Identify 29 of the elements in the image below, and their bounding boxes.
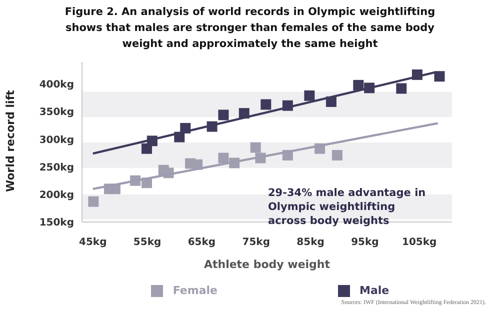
point bbox=[304, 90, 315, 101]
y-tick-label: 300kg bbox=[39, 134, 74, 146]
point bbox=[353, 80, 364, 90]
y-tick-label: 250kg bbox=[39, 162, 74, 174]
annotation: 29-34% male advantage in Olympic weightlifting across body weights bbox=[268, 186, 427, 228]
point bbox=[332, 150, 342, 160]
y-tick-label: 150kg bbox=[39, 218, 74, 229]
point bbox=[396, 83, 407, 94]
x-tick-label: 75kg bbox=[242, 237, 270, 248]
legend-label: Male bbox=[360, 284, 390, 297]
point bbox=[260, 99, 272, 110]
y-tick-label: 400kg bbox=[39, 80, 74, 91]
legend-label: Female bbox=[172, 284, 218, 297]
x-tick-label: 65kg bbox=[188, 237, 216, 248]
x-tick-label: 105kg bbox=[402, 237, 437, 248]
x-axis-title: Athlete body weight bbox=[204, 258, 330, 271]
x-tick-label: 95kg bbox=[351, 237, 379, 248]
x-tick-label: 55kg bbox=[133, 237, 162, 248]
y-tick-label: 200kg bbox=[39, 190, 74, 201]
x-tick-label: 45kg bbox=[79, 237, 107, 248]
point bbox=[218, 152, 229, 164]
x-tick-label: 85kg bbox=[296, 237, 324, 248]
point bbox=[250, 142, 261, 153]
y-axis-title: World record lift bbox=[4, 90, 17, 192]
point bbox=[218, 110, 229, 120]
y-tick-label: 350kg bbox=[39, 107, 74, 118]
point bbox=[88, 196, 99, 207]
chart-title: Figure 2. An analysis of world records in Olympic weightlifting shows that males are stronger than females of the same body weight and approximately the same height bbox=[64, 5, 436, 52]
point bbox=[434, 71, 445, 82]
